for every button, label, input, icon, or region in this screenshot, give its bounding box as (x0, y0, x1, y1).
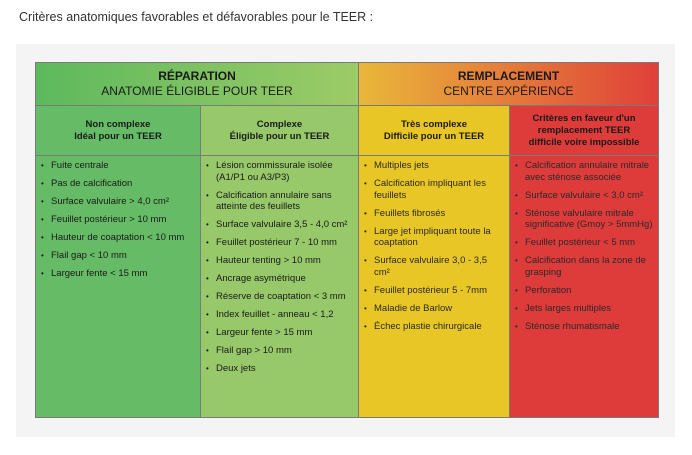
list-item: Deux jets (206, 363, 354, 375)
column-replacement-header: Critères en faveur d'un remplacement TEE… (510, 106, 658, 156)
list-item: Pas de calcification (41, 178, 196, 190)
column-complex-subtitle: Éligible pour un TEER (229, 130, 330, 142)
column-replacement-subtitle: difficile voire impossible (528, 136, 640, 148)
column-non-complex-subtitle: Idéal pour un TEER (74, 130, 162, 142)
page-caption: Critères anatomiques favorables et défav… (19, 10, 374, 24)
list-item: Hauteur tenting > 10 mm (206, 255, 354, 267)
list-item: Sténose valvulaire mitrale significative… (515, 208, 654, 231)
list-item: Surface valvulaire 3,0 - 3,5 cm² (364, 255, 505, 278)
column-complex: Complexe Éligible pour un TEER Lésion co… (200, 106, 359, 418)
header-repair-title: RÉPARATION (158, 69, 236, 83)
list-item: Feuillet postérieur 7 - 10 mm (206, 237, 354, 249)
list-item: Ancrage asymétrique (206, 273, 354, 285)
list-item: Hauteur de coaptation < 10 mm (41, 232, 196, 244)
column-complex-header: Complexe Éligible pour un TEER (201, 106, 358, 156)
header-repair-subtitle: ANATOMIE ÉLIGIBLE POUR TEER (101, 84, 293, 98)
list-item: Jets larges multiples (515, 303, 654, 315)
list-item: Flail gap < 10 mm (41, 250, 196, 262)
list-item: Largeur fente > 15 mm (206, 327, 354, 339)
list-item: Maladie de Barlow (364, 303, 505, 315)
list-item: Échec plastie chirurgicale (364, 321, 505, 333)
list-item: Fuite centrale (41, 160, 196, 172)
column-very-complex: Très complexe Difficile pour un TEER Mul… (358, 106, 510, 418)
column-non-complex-title: Non complexe (85, 118, 151, 130)
list-item: Calcification annulaire sans atteinte de… (206, 190, 354, 213)
header-replacement-subtitle: CENTRE EXPÉRIENCE (443, 84, 574, 98)
list-item: Surface valvulaire < 3,0 cm² (515, 190, 654, 202)
column-very-complex-subtitle: Difficile pour un TEER (383, 130, 485, 142)
header-replacement: REMPLACEMENT CENTRE EXPÉRIENCE (358, 62, 659, 106)
list-item: Feuillets fibrosés (364, 208, 505, 220)
list-item: Index feuillet - anneau < 1,2 (206, 309, 354, 321)
list-item: Sténose rhumatismale (515, 321, 654, 333)
header-repair: RÉPARATION ANATOMIE ÉLIGIBLE POUR TEER (35, 62, 359, 106)
list-item: Multiples jets (364, 160, 505, 172)
column-non-complex: Non complexe Idéal pour un TEER Fuite ce… (35, 106, 201, 418)
list-item: Perforation (515, 285, 654, 297)
list-item: Large jet impliquant toute la coaptation (364, 226, 505, 249)
list-item: Feuillet postérieur 5 - 7mm (364, 285, 505, 297)
column-very-complex-title: Très complexe (400, 118, 467, 130)
header-replacement-title: REMPLACEMENT (457, 69, 560, 83)
list-item: Lésion commissurale isolée (A1/P1 ou A3/… (206, 160, 354, 183)
column-replacement-list: Calcification annulaire mitrale avec sté… (510, 156, 658, 332)
list-item: Feuillet postérieur < 5 mm (515, 237, 654, 249)
column-replacement-title: Critères en faveur d'un remplacement TEE… (532, 112, 636, 136)
list-item: Calcification dans la zone de grasping (515, 255, 654, 278)
column-very-complex-list: Multiples jets Calcification impliquant … (359, 156, 509, 332)
list-item: Calcification annulaire mitrale avec sté… (515, 160, 654, 183)
list-item: Largeur fente < 15 mm (41, 268, 196, 280)
list-item: Calcification impliquant les feuillets (364, 178, 505, 201)
list-item: Surface valvulaire 3,5 - 4,0 cm² (206, 219, 354, 231)
list-item: Surface valvulaire > 4,0 cm² (41, 196, 196, 208)
column-very-complex-header: Très complexe Difficile pour un TEER (359, 106, 509, 156)
list-item: Réserve de coaptation < 3 mm (206, 291, 354, 303)
column-replacement: Critères en faveur d'un remplacement TEE… (509, 106, 659, 418)
teer-criteria-table: RÉPARATION ANATOMIE ÉLIGIBLE POUR TEER R… (35, 62, 659, 418)
column-complex-title: Complexe (256, 118, 303, 130)
column-non-complex-list: Fuite centrale Pas de calcification Surf… (36, 156, 200, 280)
column-non-complex-header: Non complexe Idéal pour un TEER (36, 106, 200, 156)
column-complex-list: Lésion commissurale isolée (A1/P1 ou A3/… (201, 156, 358, 375)
list-item: Flail gap > 10 mm (206, 345, 354, 357)
list-item: Feuillet postérieur > 10 mm (41, 214, 196, 226)
